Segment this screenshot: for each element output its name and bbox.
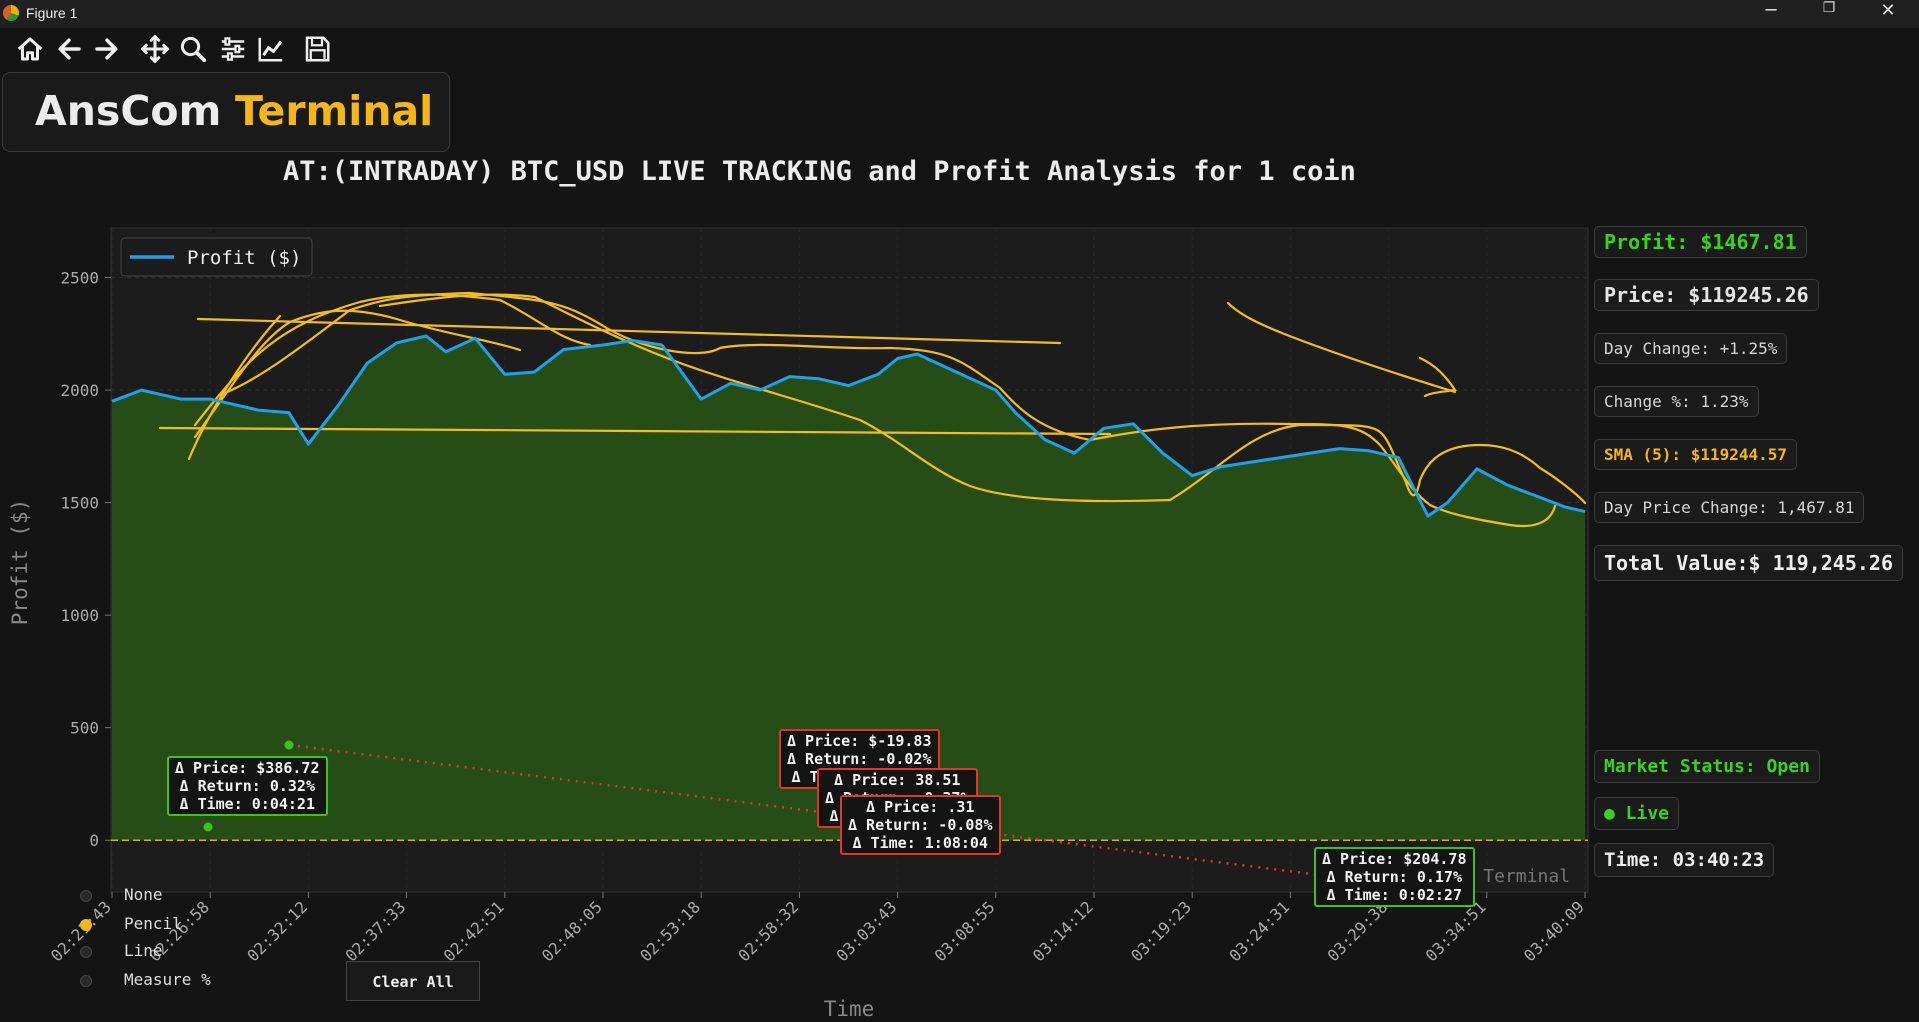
x-tick-label: 03:34:51 — [1422, 897, 1490, 965]
back-icon[interactable] — [54, 34, 84, 64]
x-tick-label: 03:03:43 — [833, 897, 901, 965]
minimize-button[interactable]: ─ — [1765, 0, 1777, 21]
measure-annotation-line: Δ Price: $204.78 — [1322, 850, 1467, 868]
measure-annotation-line: Δ Return: 0.32% — [179, 777, 315, 795]
y-tick-label: 2000 — [60, 381, 99, 400]
measure-annotation: Δ Price: .31 Δ Return: -0.08% Δ Time: 1:08… — [840, 795, 1001, 855]
mode-radio-none[interactable] — [80, 890, 92, 902]
measure-annotation-line: Δ Return: 0.17% — [1326, 868, 1462, 886]
y-tick-label: 2500 — [60, 269, 99, 288]
change-pct-stat: Change %: 1.23% — [1594, 386, 1759, 417]
measure-point — [203, 822, 213, 832]
legend — [120, 237, 313, 277]
measure-annotation-line: Δ Return: -0.02% — [787, 750, 932, 768]
x-tick-label: 03:29:38 — [1324, 897, 1392, 965]
x-tick-label: 02:37:33 — [342, 897, 410, 965]
logo: AnsCom Terminal — [2, 72, 450, 152]
day-change-stat: Day Change: +1.25% — [1594, 333, 1788, 364]
x-tick-label: 03:40:09 — [1520, 897, 1588, 965]
watermark: Terminal — [1483, 866, 1570, 887]
measure-annotation: Δ Price: $386.72 Δ Return: 0.32% Δ Time: 0… — [167, 756, 328, 816]
measure-annotation-line: Δ Time: 0:04:21 — [179, 795, 315, 813]
day-price-change-stat: Day Price Change: 1,467.81 — [1594, 492, 1865, 523]
profit-line — [111, 334, 1586, 518]
x-tick-label: 02:58:32 — [734, 897, 802, 965]
mode-radio-measure[interactable] — [80, 975, 92, 987]
y-tick-label: 1500 — [60, 494, 99, 513]
measure-point — [284, 740, 294, 750]
title-bar: Figure 1 ─ ❐ ✕ — [0, 0, 1919, 28]
close-button[interactable]: ✕ — [1880, 0, 1896, 21]
mode-label-none[interactable]: None — [124, 885, 163, 904]
forward-icon[interactable] — [92, 34, 122, 64]
logo-text-main: AnsCom — [35, 87, 222, 135]
y-tick-label: 500 — [70, 719, 99, 738]
measure-annotation-line: Δ Price: .31 — [866, 798, 975, 816]
measure-annotation: Δ Price: $204.78 Δ Return: 0.17% Δ Time: 0… — [1314, 847, 1475, 907]
mode-label-pencil[interactable]: Pencil — [124, 914, 182, 933]
x-tick-label: 02:42:51 — [440, 897, 508, 965]
clear-all-button[interactable]: Clear All — [346, 961, 480, 1001]
pan-icon[interactable] — [140, 34, 170, 64]
x-tick-label: 03:19:23 — [1127, 897, 1195, 965]
y-tick-label: 1000 — [60, 606, 99, 625]
profit-stat: Profit: $1467.81 — [1594, 226, 1807, 258]
x-tick-label: 03:24:31 — [1225, 897, 1293, 965]
window-title: Figure 1 — [26, 5, 78, 21]
mode-label-measure[interactable]: Measure % — [124, 970, 211, 989]
measure-connector — [289, 743, 1321, 877]
edit-axis-icon[interactable] — [256, 34, 286, 64]
x-tick-label: 02:32:12 — [243, 897, 311, 965]
measure-annotation-line: Δ Return: -0.08% — [848, 816, 993, 834]
y-tick-label: 0 — [89, 831, 99, 850]
price-stat: Price: $119245.26 — [1594, 279, 1819, 311]
profit-area-fill — [112, 336, 1585, 841]
x-axis-label: Time — [824, 997, 875, 1021]
home-icon[interactable] — [15, 34, 45, 64]
app-icon — [3, 5, 19, 21]
mode-label-line[interactable]: Line — [124, 941, 163, 960]
zoom-icon[interactable] — [178, 34, 208, 64]
x-tick-label: 02:48:05 — [538, 897, 606, 965]
y-axis-label: Profit ($) — [8, 499, 32, 625]
mode-radio-pencil[interactable] — [80, 919, 92, 931]
time-stat: Time: 03:40:23 — [1594, 843, 1775, 877]
measure-annotation-line: Δ Price: 38.51 — [834, 771, 961, 789]
measure-annotation-line: Δ Time: 0:02:27 — [1326, 886, 1462, 904]
measure-annotation-line: Δ Price: $386.72 — [175, 759, 320, 777]
measure-annotation-line: Δ Time: 1:08:04 — [852, 834, 988, 852]
measure-annotation-line: Δ Price: $-19.83 — [787, 732, 932, 750]
logo-text-accent: Terminal — [235, 87, 434, 135]
x-tick-label: 02:53:18 — [636, 897, 704, 965]
x-tick-label: 03:14:12 — [1029, 897, 1097, 965]
maximize-button[interactable]: ❐ — [1822, 0, 1836, 16]
mode-radio-line[interactable] — [80, 946, 92, 958]
configure-icon[interactable] — [218, 34, 248, 64]
total-value-stat: Total Value:$ 119,245.26 — [1594, 545, 1903, 581]
save-icon[interactable] — [302, 34, 332, 64]
chart-title: AT:(INTRADAY) BTC_USD LIVE TRACKING and … — [283, 156, 1356, 187]
market-status: Market Status: Open — [1594, 750, 1820, 783]
legend-label: Profit ($) — [187, 247, 301, 269]
live-indicator: ● Live — [1594, 797, 1680, 830]
sma-stat: SMA (5): $119244.57 — [1594, 439, 1798, 470]
toolbar — [0, 28, 1919, 72]
x-tick-label: 03:08:55 — [931, 897, 999, 965]
